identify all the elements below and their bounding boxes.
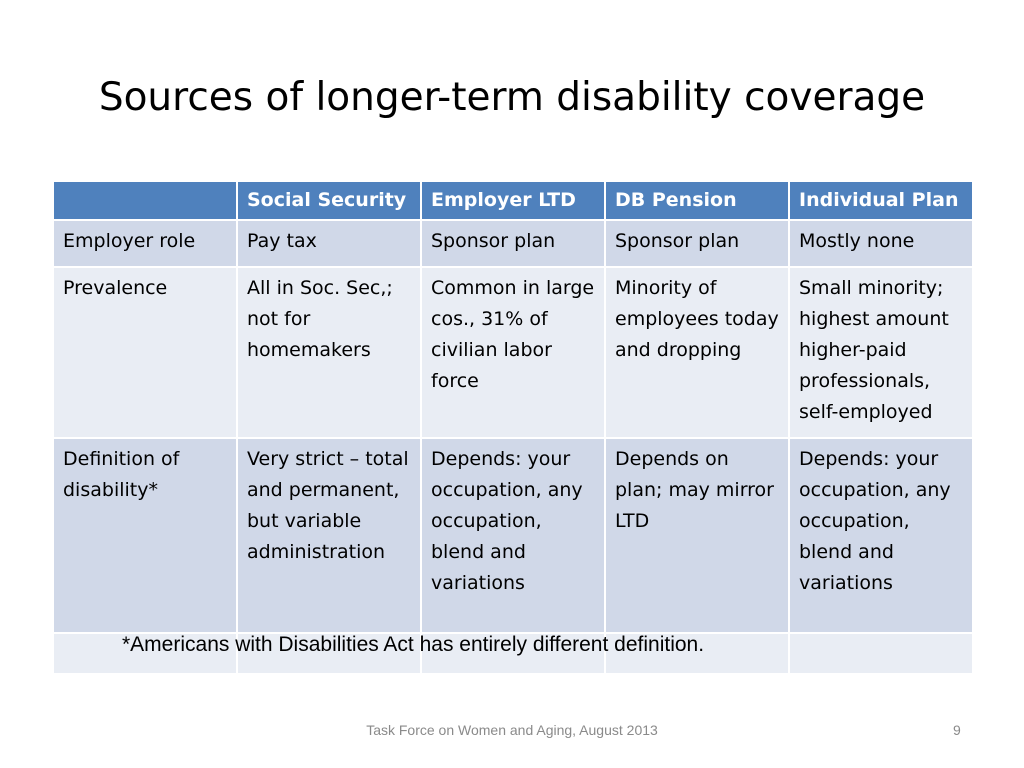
row-label-prevalence: Prevalence (52, 266, 238, 439)
table-cell: Minority of employees today and dropping (604, 266, 790, 439)
header-cell-employer-ltd: Employer LTD (420, 180, 606, 221)
table-cell: Pay tax (236, 219, 422, 268)
table-row: Definition of disability* Very strict – … (52, 437, 974, 634)
table-header-row: Social Security Employer LTD DB Pension … (52, 180, 974, 221)
header-cell-individual-plan: Individual Plan (788, 180, 974, 221)
table-cell: Small minority; highest amount higher-pa… (788, 266, 974, 439)
table-cell: Common in large cos., 31% of civilian la… (420, 266, 606, 439)
footnote: *Americans with Disabilities Act has ent… (122, 633, 705, 656)
table-cell: Depends on plan; may mirror LTD (604, 437, 790, 634)
table-cell (788, 632, 974, 675)
table-cell (420, 632, 606, 675)
table-row: Prevalence All in Soc. Sec,; not for hom… (52, 266, 974, 439)
table-cell: Sponsor plan (604, 219, 790, 268)
header-cell-empty (52, 180, 238, 221)
table-cell: All in Soc. Sec,; not for homemakers (236, 266, 422, 439)
row-label-employer-role: Employer role (52, 219, 238, 268)
table-cell: Mostly none (788, 219, 974, 268)
table-row: Employer role Pay tax Sponsor plan Spons… (52, 219, 974, 268)
table-cell (52, 632, 238, 675)
table-cell: Depends: your occupation, any occupation… (420, 437, 606, 634)
page-number: 9 (953, 722, 961, 738)
row-label-definition-of-disability: Definition of disability* (52, 437, 238, 634)
table-row (52, 632, 974, 675)
footer-text: Task Force on Women and Aging, August 20… (366, 722, 658, 738)
table-cell: Very strict – total and permanent, but v… (236, 437, 422, 634)
table-cell: Sponsor plan (420, 219, 606, 268)
coverage-table: Social Security Employer LTD DB Pension … (52, 180, 974, 675)
page-title: Sources of longer-term disability covera… (98, 75, 926, 120)
table-cell (236, 632, 422, 675)
table-cell: Depends: your occupation, any occupation… (788, 437, 974, 634)
table-cell (604, 632, 790, 675)
header-cell-db-pension: DB Pension (604, 180, 790, 221)
header-cell-social-security: Social Security (236, 180, 422, 221)
